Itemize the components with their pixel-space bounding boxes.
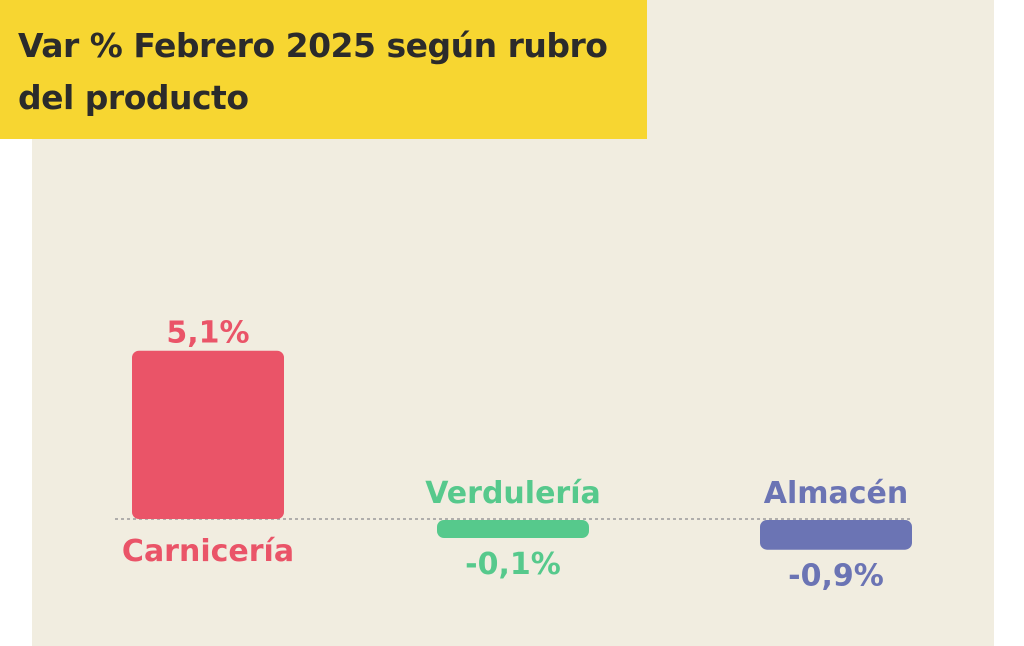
category-label-carniceria: Carnicería — [122, 534, 294, 569]
bars-group: 5,1% Carnicería -0,1% Verdulería -0,9% Almacé… — [122, 316, 912, 594]
value-label-almacen: -0,9% — [788, 559, 884, 594]
bar-almacen — [760, 520, 912, 550]
value-label-carniceria: 5,1% — [166, 316, 249, 351]
category-label-verduleria: Verdulería — [425, 476, 601, 511]
chart-title: Var % Febrero 2025 según rubro del produ… — [18, 26, 608, 117]
title-box: Var % Febrero 2025 según rubro del produ… — [0, 0, 647, 139]
bar-verduleria — [437, 520, 589, 538]
category-label-almacen: Almacén — [764, 476, 909, 511]
value-label-verduleria: -0,1% — [465, 547, 561, 582]
bar-carniceria — [132, 350, 284, 519]
